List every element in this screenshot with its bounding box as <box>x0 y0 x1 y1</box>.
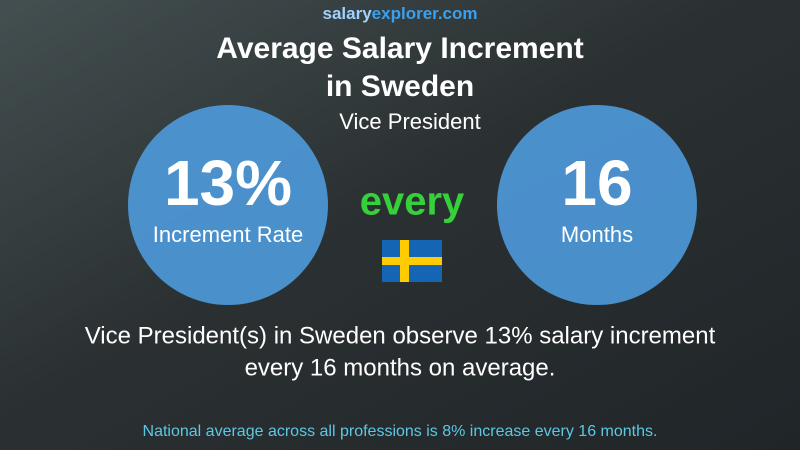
rate-label: Increment Rate <box>153 222 303 247</box>
right-circle <box>497 105 697 305</box>
subtitle: Vice President <box>339 109 480 134</box>
sweden-flag <box>382 240 442 282</box>
left-circle <box>128 105 328 305</box>
months-label: Months <box>561 222 633 247</box>
footer: National average across all professions … <box>143 423 658 440</box>
brand-part: explorer.com <box>372 4 478 23</box>
brand: salaryexplorer.com <box>323 4 478 23</box>
summary: Vice President(s) in Sweden observe 13% … <box>85 322 716 349</box>
every: every <box>360 180 465 224</box>
brand-part: salary <box>323 4 373 23</box>
title: in Sweden <box>326 70 474 103</box>
title: Average Salary Increment <box>216 32 583 65</box>
summary: every 16 months on average. <box>245 354 556 381</box>
rate-value: 13% <box>164 147 292 219</box>
months-value: 16 <box>561 147 632 219</box>
